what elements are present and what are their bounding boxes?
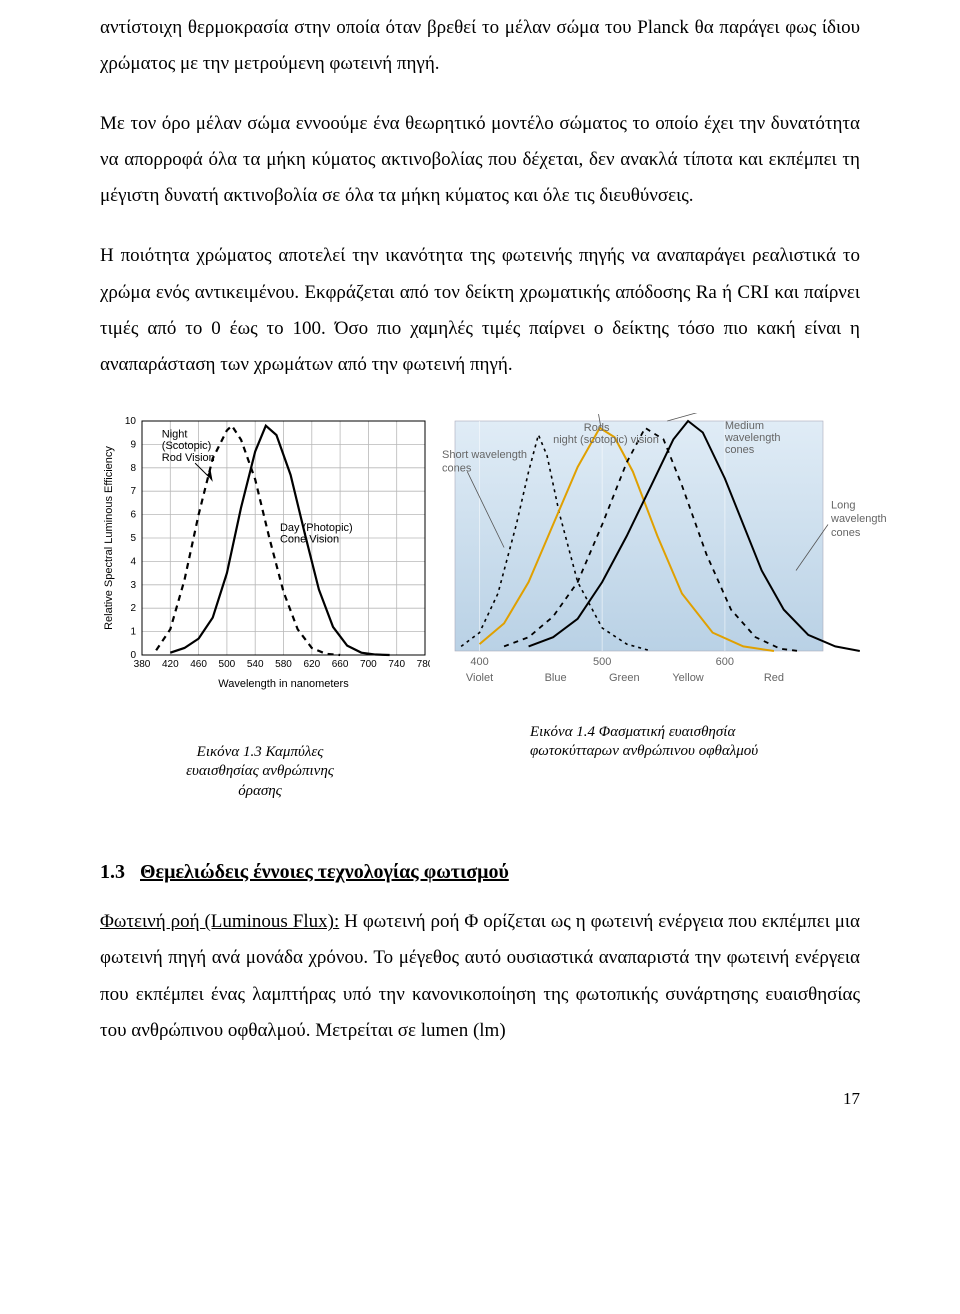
svg-text:cones: cones [725, 444, 755, 456]
svg-text:Day (Photopic): Day (Photopic) [280, 522, 353, 534]
svg-text:0: 0 [130, 650, 136, 661]
figure-1-3: 380 420 460 500 540 580 620 660 700 740 780 0 1 2 3 4 5 6… [100, 413, 430, 802]
svg-text:Night: Night [162, 428, 188, 440]
paragraph-3: Η ποιότητα χρώματος αποτελεί την ικανότη… [100, 238, 860, 382]
svg-text:7: 7 [130, 486, 136, 497]
svg-text:cones: cones [831, 527, 861, 539]
svg-text:Red: Red [764, 672, 784, 684]
svg-text:Blue: Blue [545, 672, 567, 684]
svg-text:700: 700 [360, 659, 377, 670]
figures-row: 380 420 460 500 540 580 620 660 700 740 780 0 1 2 3 4 5 6… [100, 413, 860, 802]
fig13-cap-l2: ευαισθησίας ανθρώπινης [186, 763, 334, 779]
figure-1-4: 400 500 600 Violet Blue Green Yellow Red Short w… [440, 413, 895, 762]
svg-text:Yellow: Yellow [672, 672, 703, 684]
svg-text:1: 1 [130, 626, 136, 637]
svg-text:Wavelength in nanometers: Wavelength in nanometers [218, 678, 349, 690]
svg-text:400: 400 [470, 656, 488, 668]
svg-text:500: 500 [219, 659, 236, 670]
section-heading: 1.3 Θεμελιώδεις έννοιες τεχνολογίας φωτι… [100, 861, 860, 884]
svg-text:740: 740 [388, 659, 405, 670]
paragraph-2: Με τον όρο μέλαν σώμα εννοούμε ένα θεωρη… [100, 106, 860, 214]
section-number: 1.3 [100, 861, 125, 883]
svg-text:460: 460 [190, 659, 207, 670]
svg-text:wavelength: wavelength [830, 513, 887, 525]
svg-text:660: 660 [332, 659, 349, 670]
svg-text:420: 420 [162, 659, 179, 670]
svg-text:5: 5 [130, 533, 136, 544]
svg-text:380: 380 [134, 659, 151, 670]
fig13-cap-l3: όρασης [238, 783, 282, 799]
section-title: Θεμελιώδεις έννοιες τεχνολογίας φωτισμού [140, 861, 509, 883]
definition-term: Φωτεινή ροή (Luminous Flux): [100, 911, 339, 932]
svg-text:Cone Vision: Cone Vision [280, 534, 339, 546]
svg-text:Relative Spectral Luminous Eff: Relative Spectral Luminous Efficiency [103, 445, 115, 629]
paragraph-1: αντίστοιχη θερμοκρασία στην οποία όταν β… [100, 10, 860, 82]
fig13-cap-l1: Εικόνα 1.3 Καμπύλες [197, 744, 324, 760]
chart-luminous-efficiency: 380 420 460 500 540 580 620 660 700 740 780 0 1 2 3 4 5 6… [100, 413, 430, 693]
svg-text:night (scotopic) vision: night (scotopic) vision [553, 434, 659, 446]
chart-spectral-sensitivity: 400 500 600 Violet Blue Green Yellow Red Short w… [440, 413, 895, 693]
svg-text:600: 600 [716, 656, 734, 668]
fig14-cap-l2: φωτοκύτταρων ανθρώπινου οφθαλμού [530, 743, 758, 759]
svg-text:500: 500 [593, 656, 611, 668]
svg-text:Medium: Medium [725, 420, 764, 432]
fig14-cap-l1: Εικόνα 1.4 Φασματική ευαισθησία [530, 724, 735, 740]
definition-paragraph: Φωτεινή ροή (Luminous Flux): Η φωτεινή ρ… [100, 904, 860, 1048]
svg-text:Rods: Rods [584, 422, 610, 434]
svg-text:620: 620 [303, 659, 320, 670]
svg-text:3: 3 [130, 580, 136, 591]
svg-text:8: 8 [130, 463, 136, 474]
svg-text:9: 9 [130, 439, 136, 450]
svg-text:10: 10 [125, 416, 137, 427]
svg-text:Violet: Violet [466, 672, 493, 684]
svg-text:cones: cones [442, 462, 472, 474]
fig-1-4-caption: Εικόνα 1.4 Φασματική ευαισθησία φωτοκύττ… [530, 723, 830, 762]
svg-text:wavelength: wavelength [724, 432, 781, 444]
svg-text:Long: Long [831, 499, 855, 511]
svg-text:Short wavelength: Short wavelength [442, 449, 527, 461]
svg-text:4: 4 [130, 556, 136, 567]
svg-text:580: 580 [275, 659, 292, 670]
svg-text:2: 2 [130, 603, 136, 614]
svg-text:540: 540 [247, 659, 264, 670]
svg-text:780: 780 [417, 659, 430, 670]
svg-text:Rod Vision: Rod Vision [162, 452, 215, 464]
fig-1-3-caption: Εικόνα 1.3 Καμπύλες ευαισθησίας ανθρώπιν… [150, 743, 370, 802]
svg-text:(Scotopic): (Scotopic) [162, 440, 212, 452]
page-number: 17 [100, 1089, 860, 1109]
svg-text:6: 6 [130, 509, 136, 520]
svg-text:Green: Green [609, 672, 640, 684]
